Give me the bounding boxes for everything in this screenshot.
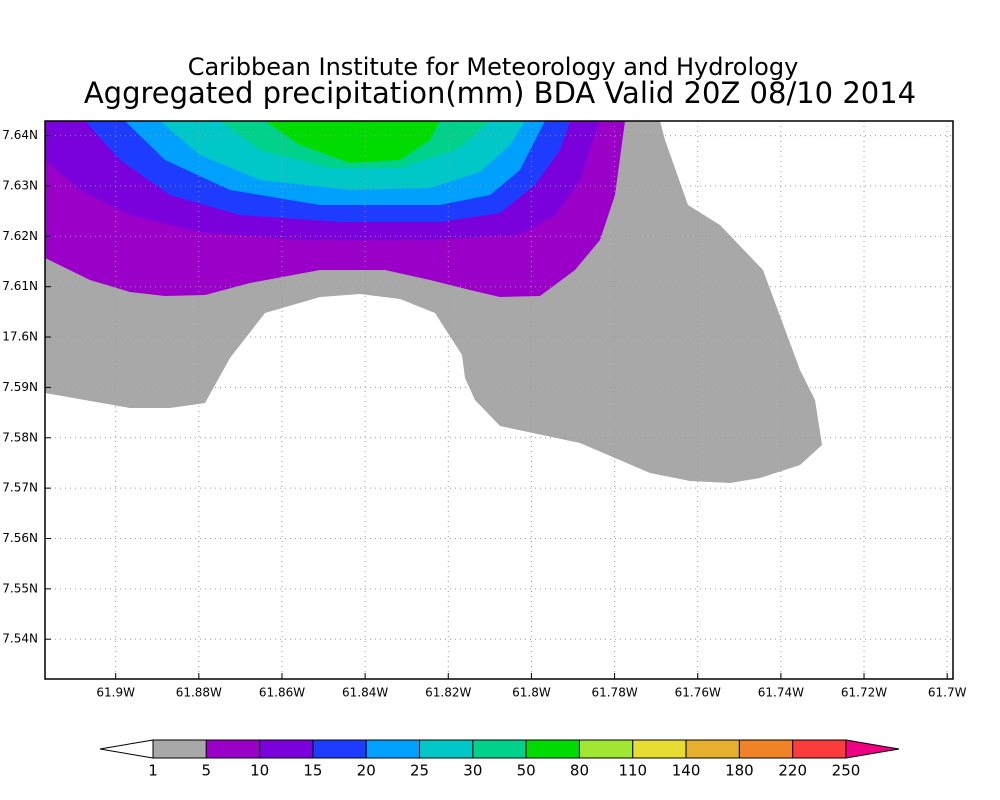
colorbar-label: 25	[410, 762, 429, 780]
colorbar: 1 5 10 15 20 25 30 50 80 110 140 180 220 250	[99, 739, 900, 780]
colorbar-label: 80	[570, 762, 589, 780]
colorbar-label: 15	[303, 762, 322, 780]
y-tick-label: 7.64N	[2, 128, 38, 142]
x-tick-label: 61.88W	[176, 686, 222, 700]
colorbar-label: 180	[725, 762, 754, 780]
x-tick-label: 61.84W	[342, 686, 388, 700]
x-tick-label: 61.78W	[591, 686, 637, 700]
colorbar-box	[259, 739, 314, 759]
y-tick-label: 7.56N	[2, 531, 38, 545]
x-tick-label: 61.8W	[512, 686, 551, 700]
colorbar-box	[205, 739, 261, 759]
colorbar-box	[632, 739, 687, 759]
x-tick-label: 61.76W	[675, 686, 721, 700]
contour	[265, 121, 440, 163]
grid	[45, 121, 953, 679]
colorbar-label: 140	[672, 762, 701, 780]
y-tick-label: 7.54N	[2, 632, 38, 646]
y-tick-label: 7.63N	[2, 178, 38, 192]
y-tick-label: 7.57N	[2, 481, 38, 495]
colorbar-box	[365, 739, 421, 759]
colorbar-box	[578, 739, 634, 759]
y-tick-label: 7.58N	[2, 430, 38, 444]
colorbar-label: 50	[517, 762, 536, 780]
colorbar-box	[792, 739, 847, 759]
colorbar-box	[312, 739, 367, 759]
title: Caribbean Institute for Meteorology and …	[188, 53, 799, 81]
colorbar-label: 250	[832, 762, 861, 780]
y-tick-label: 7.59N	[2, 380, 38, 394]
colorbar-label: 5	[202, 762, 212, 780]
colorbar-label: 20	[357, 762, 376, 780]
y-tick-label: 17.6N	[2, 330, 38, 344]
x-tick-label: 61.74W	[758, 686, 804, 700]
y-tick-label: 7.62N	[2, 229, 38, 243]
colorbar-label: 220	[778, 762, 807, 780]
colorbar-box	[419, 739, 474, 759]
colorbar-arrow	[99, 739, 154, 759]
colorbar-box	[685, 739, 740, 759]
colorbar-label: 110	[618, 762, 647, 780]
x-tick-label: 61.82W	[425, 686, 471, 700]
y-tick-label: 7.61N	[2, 279, 38, 293]
colorbar-label: 1	[148, 762, 158, 780]
x-tick-label: 61.7W	[928, 686, 967, 700]
colorbar-box	[152, 739, 207, 759]
colorbar-arrow	[845, 739, 900, 759]
colorbar-label: 10	[250, 762, 269, 780]
subtitle: Aggregated precipitation(mm) BDA Valid 2…	[84, 76, 916, 110]
y-tick-label: 7.55N	[2, 581, 38, 595]
x-tick-label: 61.86W	[259, 686, 305, 700]
contours	[45, 121, 822, 483]
colorbar-label: 30	[463, 762, 482, 780]
plot-frame	[44, 120, 954, 680]
x-tick-label: 61.9W	[96, 686, 135, 700]
colorbar-box	[738, 739, 794, 759]
x-tick-label: 61.72W	[841, 686, 887, 700]
colorbar-box	[472, 739, 527, 759]
colorbar-box	[525, 739, 580, 759]
